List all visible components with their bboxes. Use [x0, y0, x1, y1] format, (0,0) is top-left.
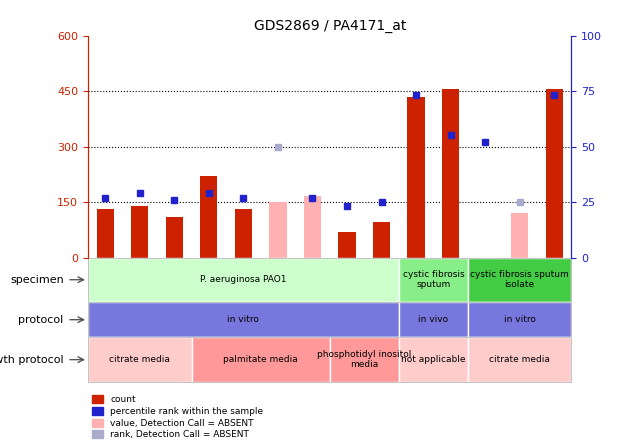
Text: not applicable: not applicable	[401, 355, 465, 364]
Text: phosphotidyl inositol
media: phosphotidyl inositol media	[317, 350, 411, 369]
Text: citrate media: citrate media	[489, 355, 550, 364]
Bar	[192, 337, 330, 382]
Text: palmitate media: palmitate media	[223, 355, 298, 364]
Bar	[166, 217, 183, 258]
Bar	[304, 197, 321, 258]
Legend: count, percentile rank within the sample, value, Detection Call = ABSENT, rank, : count, percentile rank within the sample…	[92, 395, 264, 440]
Text: cystic fibrosis sputum
isolate: cystic fibrosis sputum isolate	[470, 270, 569, 289]
Bar	[97, 210, 114, 258]
Bar	[468, 302, 571, 337]
Title: GDS2869 / PA4171_at: GDS2869 / PA4171_at	[254, 19, 406, 33]
Bar	[468, 258, 571, 302]
Bar	[546, 89, 563, 258]
Bar	[88, 258, 399, 302]
Bar	[269, 202, 286, 258]
Text: growth protocol: growth protocol	[0, 355, 64, 365]
Bar	[200, 176, 217, 258]
Bar	[338, 232, 355, 258]
Text: specimen: specimen	[10, 275, 64, 285]
Bar	[399, 258, 468, 302]
Text: P. aeruginosa PAO1: P. aeruginosa PAO1	[200, 275, 286, 284]
Text: in vitro: in vitro	[504, 315, 536, 324]
Bar	[408, 97, 425, 258]
Bar	[330, 337, 399, 382]
Bar	[399, 302, 468, 337]
Bar	[131, 206, 148, 258]
Bar	[88, 337, 192, 382]
Bar	[442, 89, 459, 258]
Text: in vitro: in vitro	[227, 315, 259, 324]
Text: citrate media: citrate media	[109, 355, 170, 364]
Text: in vivo: in vivo	[418, 315, 448, 324]
Text: cystic fibrosis
sputum: cystic fibrosis sputum	[403, 270, 464, 289]
Bar	[399, 337, 468, 382]
Bar	[468, 337, 571, 382]
Bar	[235, 210, 252, 258]
Bar	[373, 222, 390, 258]
Text: protocol: protocol	[18, 315, 64, 325]
Bar	[511, 213, 528, 258]
Bar	[88, 302, 399, 337]
